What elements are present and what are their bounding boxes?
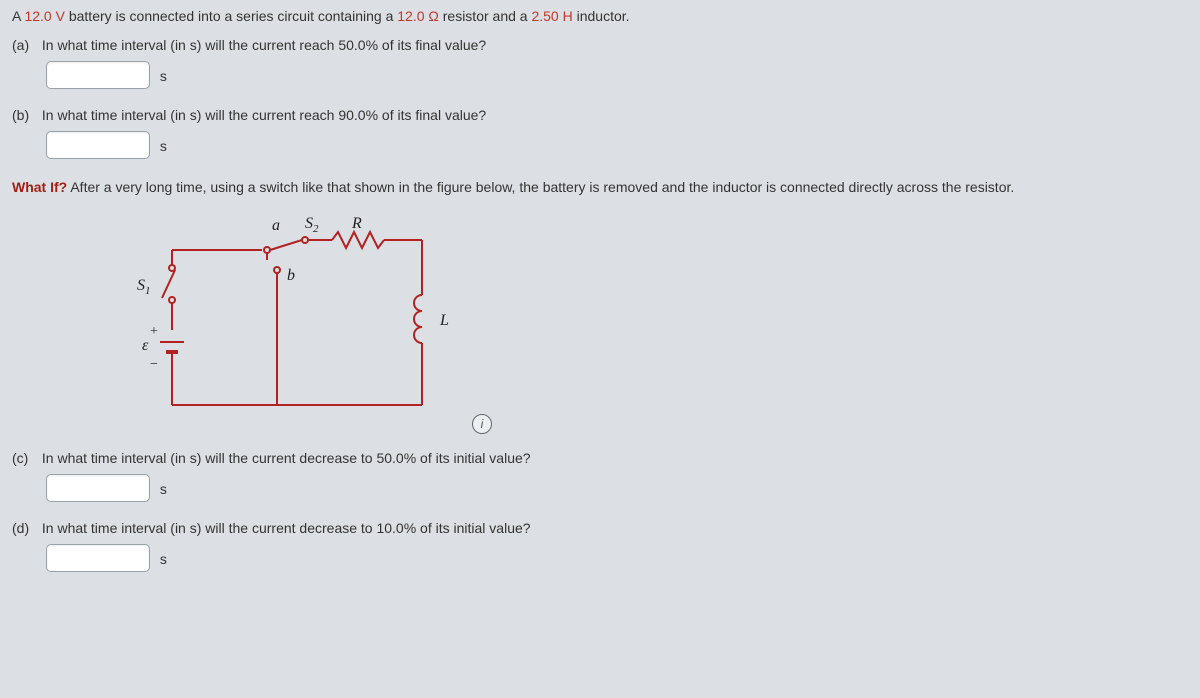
part-b-label: (b) <box>12 107 38 123</box>
circuit-figure: S1 a S2 b R L ε + − i <box>102 210 482 440</box>
part-c-answer-row: s <box>46 474 1188 502</box>
svg-text:b: b <box>287 267 295 284</box>
intro-prefix: A <box>12 8 24 24</box>
what-if-paragraph: What If? After a very long time, using a… <box>12 177 1188 198</box>
info-icon[interactable]: i <box>472 414 492 434</box>
svg-text:R: R <box>351 215 362 232</box>
part-a-unit: s <box>160 68 167 84</box>
part-a-text: In what time interval (in s) will the cu… <box>42 37 486 53</box>
part-d-text: In what time interval (in s) will the cu… <box>42 520 531 536</box>
part-c: (c) In what time interval (in s) will th… <box>12 450 1188 502</box>
intro-mid1: battery is connected into a series circu… <box>65 8 397 24</box>
problem-intro: A 12.0 V battery is connected into a ser… <box>12 6 1188 27</box>
svg-text:S2: S2 <box>305 215 319 235</box>
part-d-input[interactable] <box>46 544 150 572</box>
intro-mid2: resistor and a <box>439 8 532 24</box>
circuit-svg: S1 a S2 b R L ε + − <box>102 210 462 430</box>
part-c-unit: s <box>160 481 167 497</box>
what-if-text: After a very long time, using a switch l… <box>67 179 1014 195</box>
part-d: (d) In what time interval (in s) will th… <box>12 520 1188 572</box>
part-d-label: (d) <box>12 520 38 536</box>
part-a: (a) In what time interval (in s) will th… <box>12 37 1188 89</box>
inductance-value: 2.50 H <box>531 8 572 24</box>
intro-suffix: inductor. <box>573 8 630 24</box>
svg-text:ε: ε <box>142 337 149 354</box>
svg-text:+: + <box>150 324 158 339</box>
svg-text:S1: S1 <box>137 277 151 297</box>
part-b-unit: s <box>160 138 167 154</box>
part-b-text: In what time interval (in s) will the cu… <box>42 107 486 123</box>
part-b-answer-row: s <box>46 131 1188 159</box>
part-d-answer-row: s <box>46 544 1188 572</box>
what-if-lead: What If? <box>12 179 67 195</box>
part-c-text: In what time interval (in s) will the cu… <box>42 450 531 466</box>
part-b: (b) In what time interval (in s) will th… <box>12 107 1188 159</box>
svg-text:L: L <box>439 312 449 329</box>
part-a-label: (a) <box>12 37 38 53</box>
part-d-unit: s <box>160 551 167 567</box>
svg-text:−: − <box>150 357 158 372</box>
problem-page: A 12.0 V battery is connected into a ser… <box>0 0 1200 602</box>
svg-text:a: a <box>272 217 280 234</box>
voltage-value: 12.0 V <box>24 8 64 24</box>
part-b-input[interactable] <box>46 131 150 159</box>
part-c-input[interactable] <box>46 474 150 502</box>
resistance-value: 12.0 Ω <box>397 8 439 24</box>
part-a-input[interactable] <box>46 61 150 89</box>
part-a-answer-row: s <box>46 61 1188 89</box>
part-c-label: (c) <box>12 450 38 466</box>
